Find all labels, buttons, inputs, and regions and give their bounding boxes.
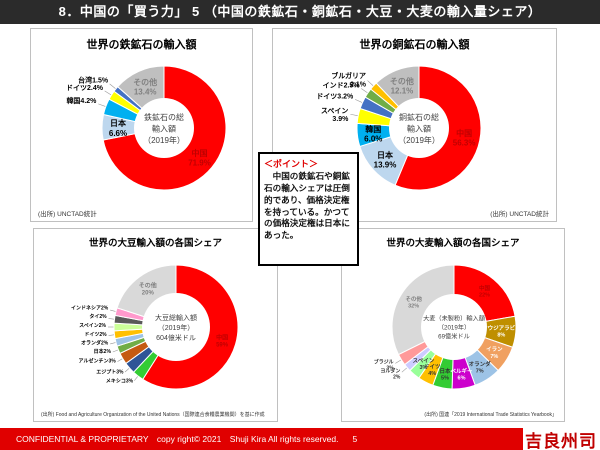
- label-leader-line: [395, 359, 402, 364]
- donut-center-text: （2019年）: [438, 324, 470, 332]
- slice-label-中国: 中国 59%: [216, 333, 229, 348]
- slice-label-ドイツ: ドイツ 4%: [424, 363, 441, 377]
- slide-title: 8．中国の「買う力」 5 （中国の鉄鉱石・銅鉱石・大豆・大麦の輸入量シェア）: [58, 4, 542, 19]
- label-leader-line: [401, 367, 407, 373]
- slice-label-その他: その他 20%: [139, 281, 157, 296]
- slice-label-ブラジル: ブラジル 3%: [374, 359, 394, 372]
- label-leader-line: [104, 90, 112, 96]
- label-leader-line: [367, 80, 374, 86]
- panel-barley-chart: 世界の大麦輸入額の各国シェア 大麦（未製粉）輸入額 （2019年） 69億米ドル 中国…: [341, 228, 565, 422]
- label-leader-line: [354, 99, 363, 103]
- slice-label-ドイツ: ドイツ2%: [84, 332, 107, 338]
- slice-label-スペイン: スペイン2%: [79, 323, 106, 329]
- barley-chart-source: (出所) 国連「2019 International Trade Statist…: [424, 412, 557, 418]
- donut-center-text: 大麦（未製粉）輸入額: [423, 315, 485, 323]
- slice-label-ブルガリア: ブルガリア 2.1%: [331, 71, 367, 88]
- iron-chart-source: (出所) UNCTAD統計: [38, 211, 97, 218]
- slice-label-メキシコ: メキシコ3%: [106, 378, 134, 384]
- donut-center-text: （2019年）: [398, 135, 440, 145]
- label-leader-line: [98, 103, 106, 107]
- label-leader-line: [350, 113, 358, 117]
- points-callout-box: ＜ポイント＞ 中国の鉄鉱石や銅鉱石の輸入シェアは圧倒的であり、価格決定権を持って…: [258, 152, 359, 266]
- label-leader-line: [110, 342, 116, 345]
- slice-label-ヨルダン: ヨルダン 2%: [380, 368, 401, 381]
- points-body: 中国の鉄鉱石や銅鉱石の輸入シェアは圧倒的であり、価格決定権を持っている。かつての…: [264, 171, 350, 241]
- label-leader-line: [108, 318, 115, 320]
- slice-label-オランダ: オランダ2%: [81, 339, 109, 346]
- slice-label-ベルギー: ベルギー 6%: [450, 367, 473, 382]
- barley-donut-chart: 大麦（未製粉）輸入額（2019年）69億米ドル 中国 22% サウジアラビア 8% イラン…: [374, 264, 521, 390]
- label-leader-line: [117, 358, 123, 362]
- slice-label-その他: その他 12.1%: [390, 76, 414, 96]
- slice-label-インド: インド2.5%: [323, 81, 361, 89]
- slice-label-ドイツ: ドイツ3.2%: [316, 93, 354, 101]
- donut-center-text: （2019年）: [143, 135, 185, 145]
- panel-soybean-chart: 世界の大豆輸入額の各国シェア 大豆総輸入額 （2019年） 604億米ドル 中国 59%…: [33, 228, 278, 422]
- soybean-chart-title: 世界の大豆輸入額の各国シェア: [88, 238, 222, 249]
- kira-shuji-logo: 吉良州司: [525, 432, 597, 450]
- donut-center-text: 輸入額: [152, 124, 176, 134]
- panel-copper-ore-chart: 世界の銅鉱石の輸入額 銅鉱石の総輸入額 （2019年） 中国 56.3% 日本 13.9%…: [272, 28, 557, 222]
- footer-copyright: CONFIDENTIAL & PROPRIETARY copy right© 2…: [16, 434, 339, 444]
- page-number: 5: [352, 434, 358, 444]
- slice-label-その他: その他 13.4%: [133, 77, 157, 97]
- label-leader-line: [108, 334, 115, 336]
- label-leader-line: [124, 368, 130, 373]
- copper-chart-title: 世界の銅鉱石の輸入額: [359, 39, 470, 51]
- slice-label-インドネシア: インドネシア2%: [71, 305, 109, 312]
- slice-label-中国: 中国 71.9%: [188, 148, 211, 168]
- donut-hole: [134, 98, 194, 158]
- donut-center-text: 銅鉱石の総: [399, 112, 439, 122]
- slice-label-スペイン: スペイン 3%: [413, 358, 435, 372]
- slice-label-韓国: 韓国4.2%: [66, 96, 97, 105]
- slice-label-韓国: 韓国 6.0%: [364, 124, 382, 144]
- points-heading: ＜ポイント＞: [264, 159, 319, 169]
- donut-center-text: 604億米ドル: [156, 333, 196, 342]
- label-leader-line: [361, 88, 368, 93]
- barley-chart-title: 世界の大麦輸入額の各国シェア: [386, 238, 520, 249]
- panel-iron-ore-chart: 世界の鉄鉱石の輸入額 鉄鉱石の総輸入額 （2019年） 中国 71.9% 日本 6.6% 韓…: [30, 28, 253, 222]
- donut-center-text: 69億米ドル: [438, 333, 470, 341]
- donut-center-text: 大豆総輸入額: [155, 313, 197, 322]
- iron-chart-title: 世界の鉄鉱石の輸入額: [86, 39, 197, 51]
- slice-label-サウジアラビア: サウジアラビア 8%: [482, 324, 521, 339]
- slice-label-中国: 中国 22%: [479, 284, 491, 299]
- footer-bar: CONFIDENTIAL & PROPRIETARY copy right© 2…: [0, 428, 523, 450]
- slice-label-台湾: 台湾1.5%: [78, 76, 109, 85]
- slice-label-スペイン: スペイン 3.9%: [321, 107, 349, 123]
- label-leader-line: [134, 376, 138, 381]
- slice-label-日本: 日本2%: [94, 348, 112, 355]
- slice-label-オランダ: オランダ 7%: [469, 360, 492, 375]
- donut-hole: [389, 98, 449, 158]
- slice-label-日本: 日本 13.9%: [374, 150, 397, 170]
- slice-label-日本: 日本 6.6%: [109, 118, 127, 138]
- copper-chart-source: (出所) UNCTAD統計: [490, 211, 549, 218]
- donut-hole: [142, 293, 210, 361]
- label-leader-line: [109, 83, 116, 89]
- slice-label-エジプト: エジプト3%: [96, 368, 124, 375]
- soybean-donut-chart: 大豆総輸入額（2019年）604億米ドル 中国 59% メキシコ3% エジプト3% アルゼ…: [71, 264, 239, 390]
- slide-title-bar: 8．中国の「買う力」 5 （中国の鉄鉱石・銅鉱石・大豆・大麦の輸入量シェア）: [0, 0, 600, 24]
- soybean-chart-source: (出所) Food and Agriculture Organization o…: [41, 412, 265, 418]
- slice-label-イラン: イラン 7%: [486, 346, 503, 360]
- donut-center-text: 輸入額: [407, 124, 431, 134]
- donut-hole: [421, 294, 487, 360]
- label-leader-line: [112, 349, 118, 353]
- slice-label-ドイツ: ドイツ2.4%: [66, 84, 104, 92]
- slice-label-日本: 日本 5%: [440, 367, 452, 382]
- donut-center-text: 鉄鉱石の総: [144, 112, 184, 122]
- slice-label-タイ: タイ2%: [89, 313, 107, 320]
- slice-label-アルゼンチン: アルゼンチン3%: [79, 358, 117, 365]
- donut-center-text: （2019年）: [158, 323, 195, 332]
- slice-label-中国: 中国 56.3%: [453, 128, 476, 148]
- slice-label-その他: その他 32%: [405, 295, 422, 310]
- label-leader-line: [110, 309, 116, 312]
